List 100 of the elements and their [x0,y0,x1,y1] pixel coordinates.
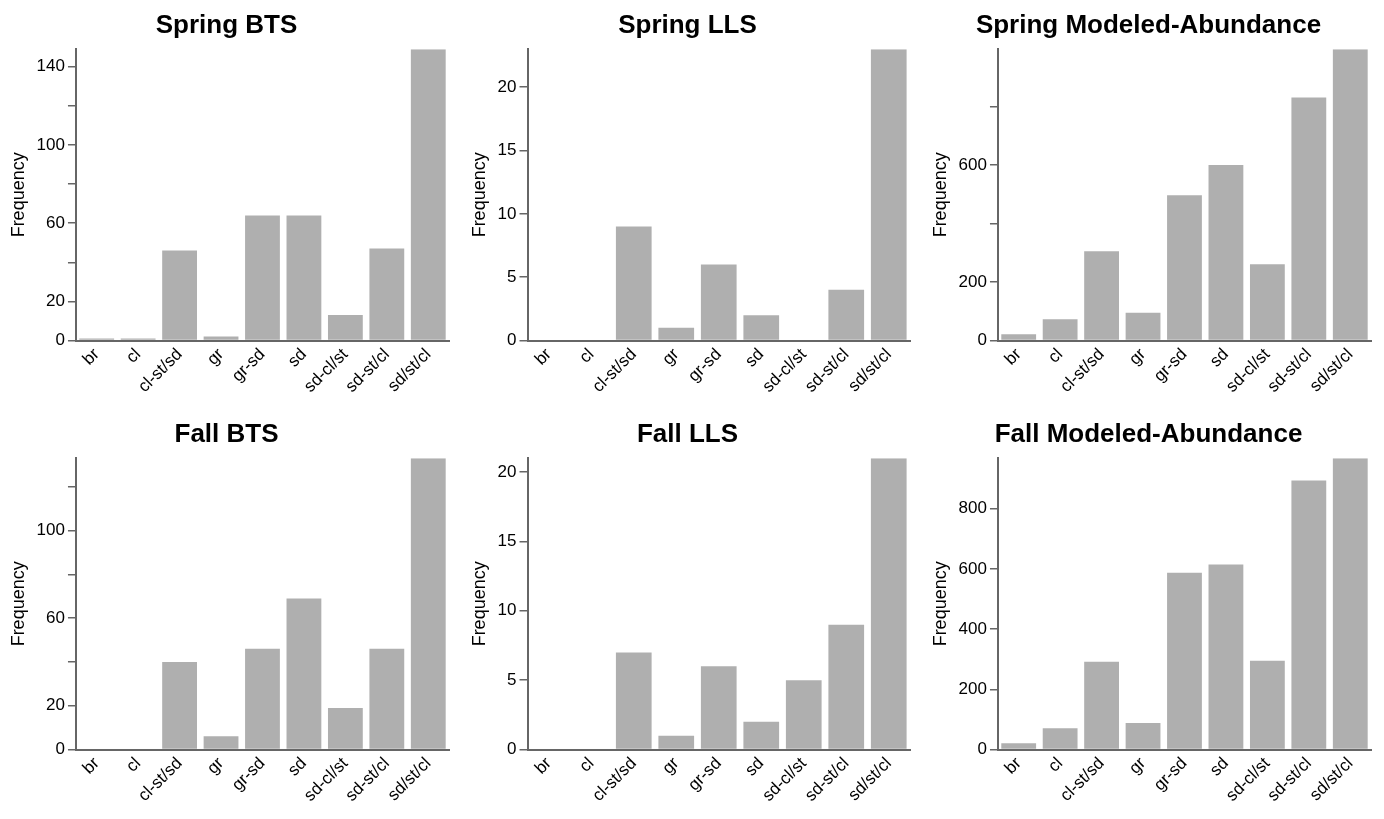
x-tick-label: cl [575,344,598,367]
bar [1001,743,1037,749]
bar [828,624,865,749]
chart-title: Fall Modeled-Abundance [994,417,1303,448]
x-tick-label: gr [1125,753,1150,778]
bar [162,250,197,340]
y-tick-label: 0 [55,739,65,759]
y-tick-label: 600 [958,558,987,578]
bar [1167,195,1202,340]
bar [1291,97,1327,340]
y-tick-label: 15 [497,140,517,160]
y-axis-title: Frequency [929,561,950,647]
chart-title: Spring LLS [618,8,757,39]
chart-title: Spring BTS [155,8,298,39]
bar [1208,165,1244,340]
y-tick-label: 800 [958,498,987,518]
y-tick-label: 140 [36,56,65,76]
bar [162,661,197,749]
bar [1125,723,1161,749]
bar [327,315,363,340]
bar [1332,49,1368,340]
x-tick-label: gr [658,753,683,778]
bar [743,721,780,749]
bar [1249,264,1285,340]
y-tick-label: 0 [507,739,517,759]
y-tick-label: 400 [958,618,987,638]
x-tick-label: cl [1044,753,1067,776]
x-tick-label: sd [1205,753,1233,780]
x-tick-label: gr [203,344,228,369]
bar [743,315,780,340]
bar [615,652,652,749]
y-tick-label: 10 [497,203,517,223]
bar [828,289,865,340]
x-tick-label: cl [122,753,145,776]
y-tick-label: 0 [507,330,517,350]
bar [615,226,652,340]
bar [203,336,239,340]
x-tick-label: cl [1044,344,1067,367]
bar [286,598,322,749]
x-tick-label: br [1000,344,1026,369]
x-tick-label: sd [283,344,311,371]
x-tick-label: br [78,753,104,778]
y-tick-label: 20 [46,695,65,715]
bar [870,458,907,749]
bar [658,735,695,749]
bar [245,648,280,749]
y-tick-label: 20 [497,461,517,481]
y-tick-label: 20 [46,291,65,311]
y-axis-title: Frequency [929,152,950,238]
bar [1208,564,1244,749]
bar [1125,312,1161,340]
x-tick-label: sd [1205,344,1233,371]
bar [700,666,737,749]
y-tick-label: 15 [497,531,517,551]
y-tick-label: 100 [36,134,65,154]
y-tick-label: 10 [497,600,517,620]
chart-title: Fall LLS [636,417,739,448]
x-tick-label: sd [741,753,768,780]
y-tick-label: 5 [507,266,517,286]
x-tick-label: gr [1125,344,1150,369]
bar [1042,728,1078,749]
y-tick-label: 0 [977,330,987,350]
x-tick-label: br [1000,753,1026,778]
bar [369,648,405,749]
bar [785,680,822,749]
bar [1084,661,1119,749]
bar [1167,572,1202,749]
bar [327,707,363,749]
y-axis-title: Frequency [468,152,489,238]
x-tick-label: gr [658,344,683,369]
bar [1001,334,1037,340]
y-tick-label: 5 [507,669,517,689]
x-tick-label: sd [283,753,311,780]
bar [870,49,907,340]
bar [1332,458,1368,749]
bar [410,458,446,749]
y-axis-title: Frequency [7,561,28,647]
y-tick-label: 60 [46,607,65,627]
chart-title: Fall BTS [174,417,279,448]
y-tick-label: 200 [958,679,987,699]
chart-title: Spring Modeled-Abundance [975,8,1322,39]
x-tick-label: br [530,753,556,778]
y-tick-label: 60 [46,212,65,232]
bar [245,215,280,340]
bar [1291,480,1327,749]
bar [1249,660,1285,749]
bar [369,248,405,340]
bar [203,736,239,749]
bar [1084,251,1119,340]
y-tick-label: 100 [36,520,65,540]
y-tick-label: 0 [55,330,65,350]
y-tick-label: 20 [497,76,517,96]
bar [1042,319,1078,340]
x-tick-label: gr [203,753,228,778]
bar [286,215,322,340]
y-tick-label: 200 [958,271,987,291]
y-axis-title: Frequency [7,152,28,238]
x-tick-label: cl [122,344,145,367]
x-tick-label: br [78,344,104,369]
bar [410,49,446,340]
